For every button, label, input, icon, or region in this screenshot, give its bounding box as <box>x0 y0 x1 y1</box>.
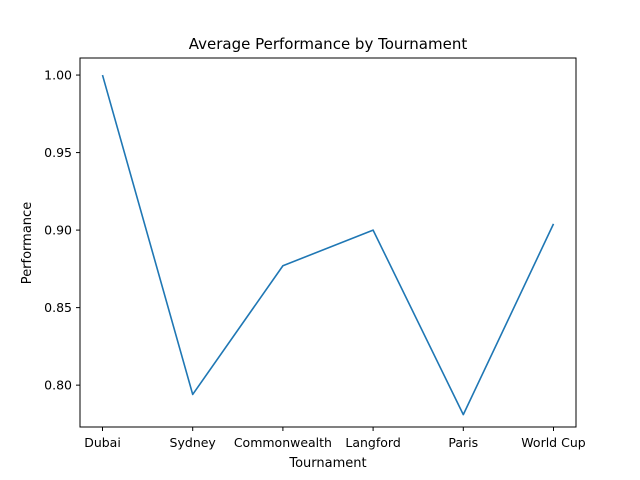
x-tick-label: World Cup <box>521 435 585 450</box>
y-tick-label: 1.00 <box>44 68 72 83</box>
y-tick-label: 0.95 <box>44 145 72 160</box>
plot-frame <box>79 57 577 428</box>
x-axis-label: Tournament <box>288 456 366 471</box>
x-tick-label: Sydney <box>170 435 217 450</box>
y-tick-label: 0.80 <box>44 378 72 393</box>
chart-title: Average Performance by Tournament <box>189 35 468 53</box>
series-line <box>101 74 555 416</box>
y-axis: 0.80 0.85 0.90 0.95 1.00 <box>44 68 80 393</box>
y-axis-label: Performance <box>20 202 35 284</box>
x-tick-label: Dubai <box>84 435 121 450</box>
x-axis: Dubai Sydney Commonwealth Langford Paris Worl… <box>84 427 586 450</box>
x-tick-label: Langford <box>345 435 400 450</box>
x-tick-label: Paris <box>448 435 478 450</box>
y-tick-label: 0.90 <box>44 223 72 238</box>
y-tick-label: 0.85 <box>44 300 72 315</box>
x-tick-label: Commonwealth <box>234 435 332 450</box>
